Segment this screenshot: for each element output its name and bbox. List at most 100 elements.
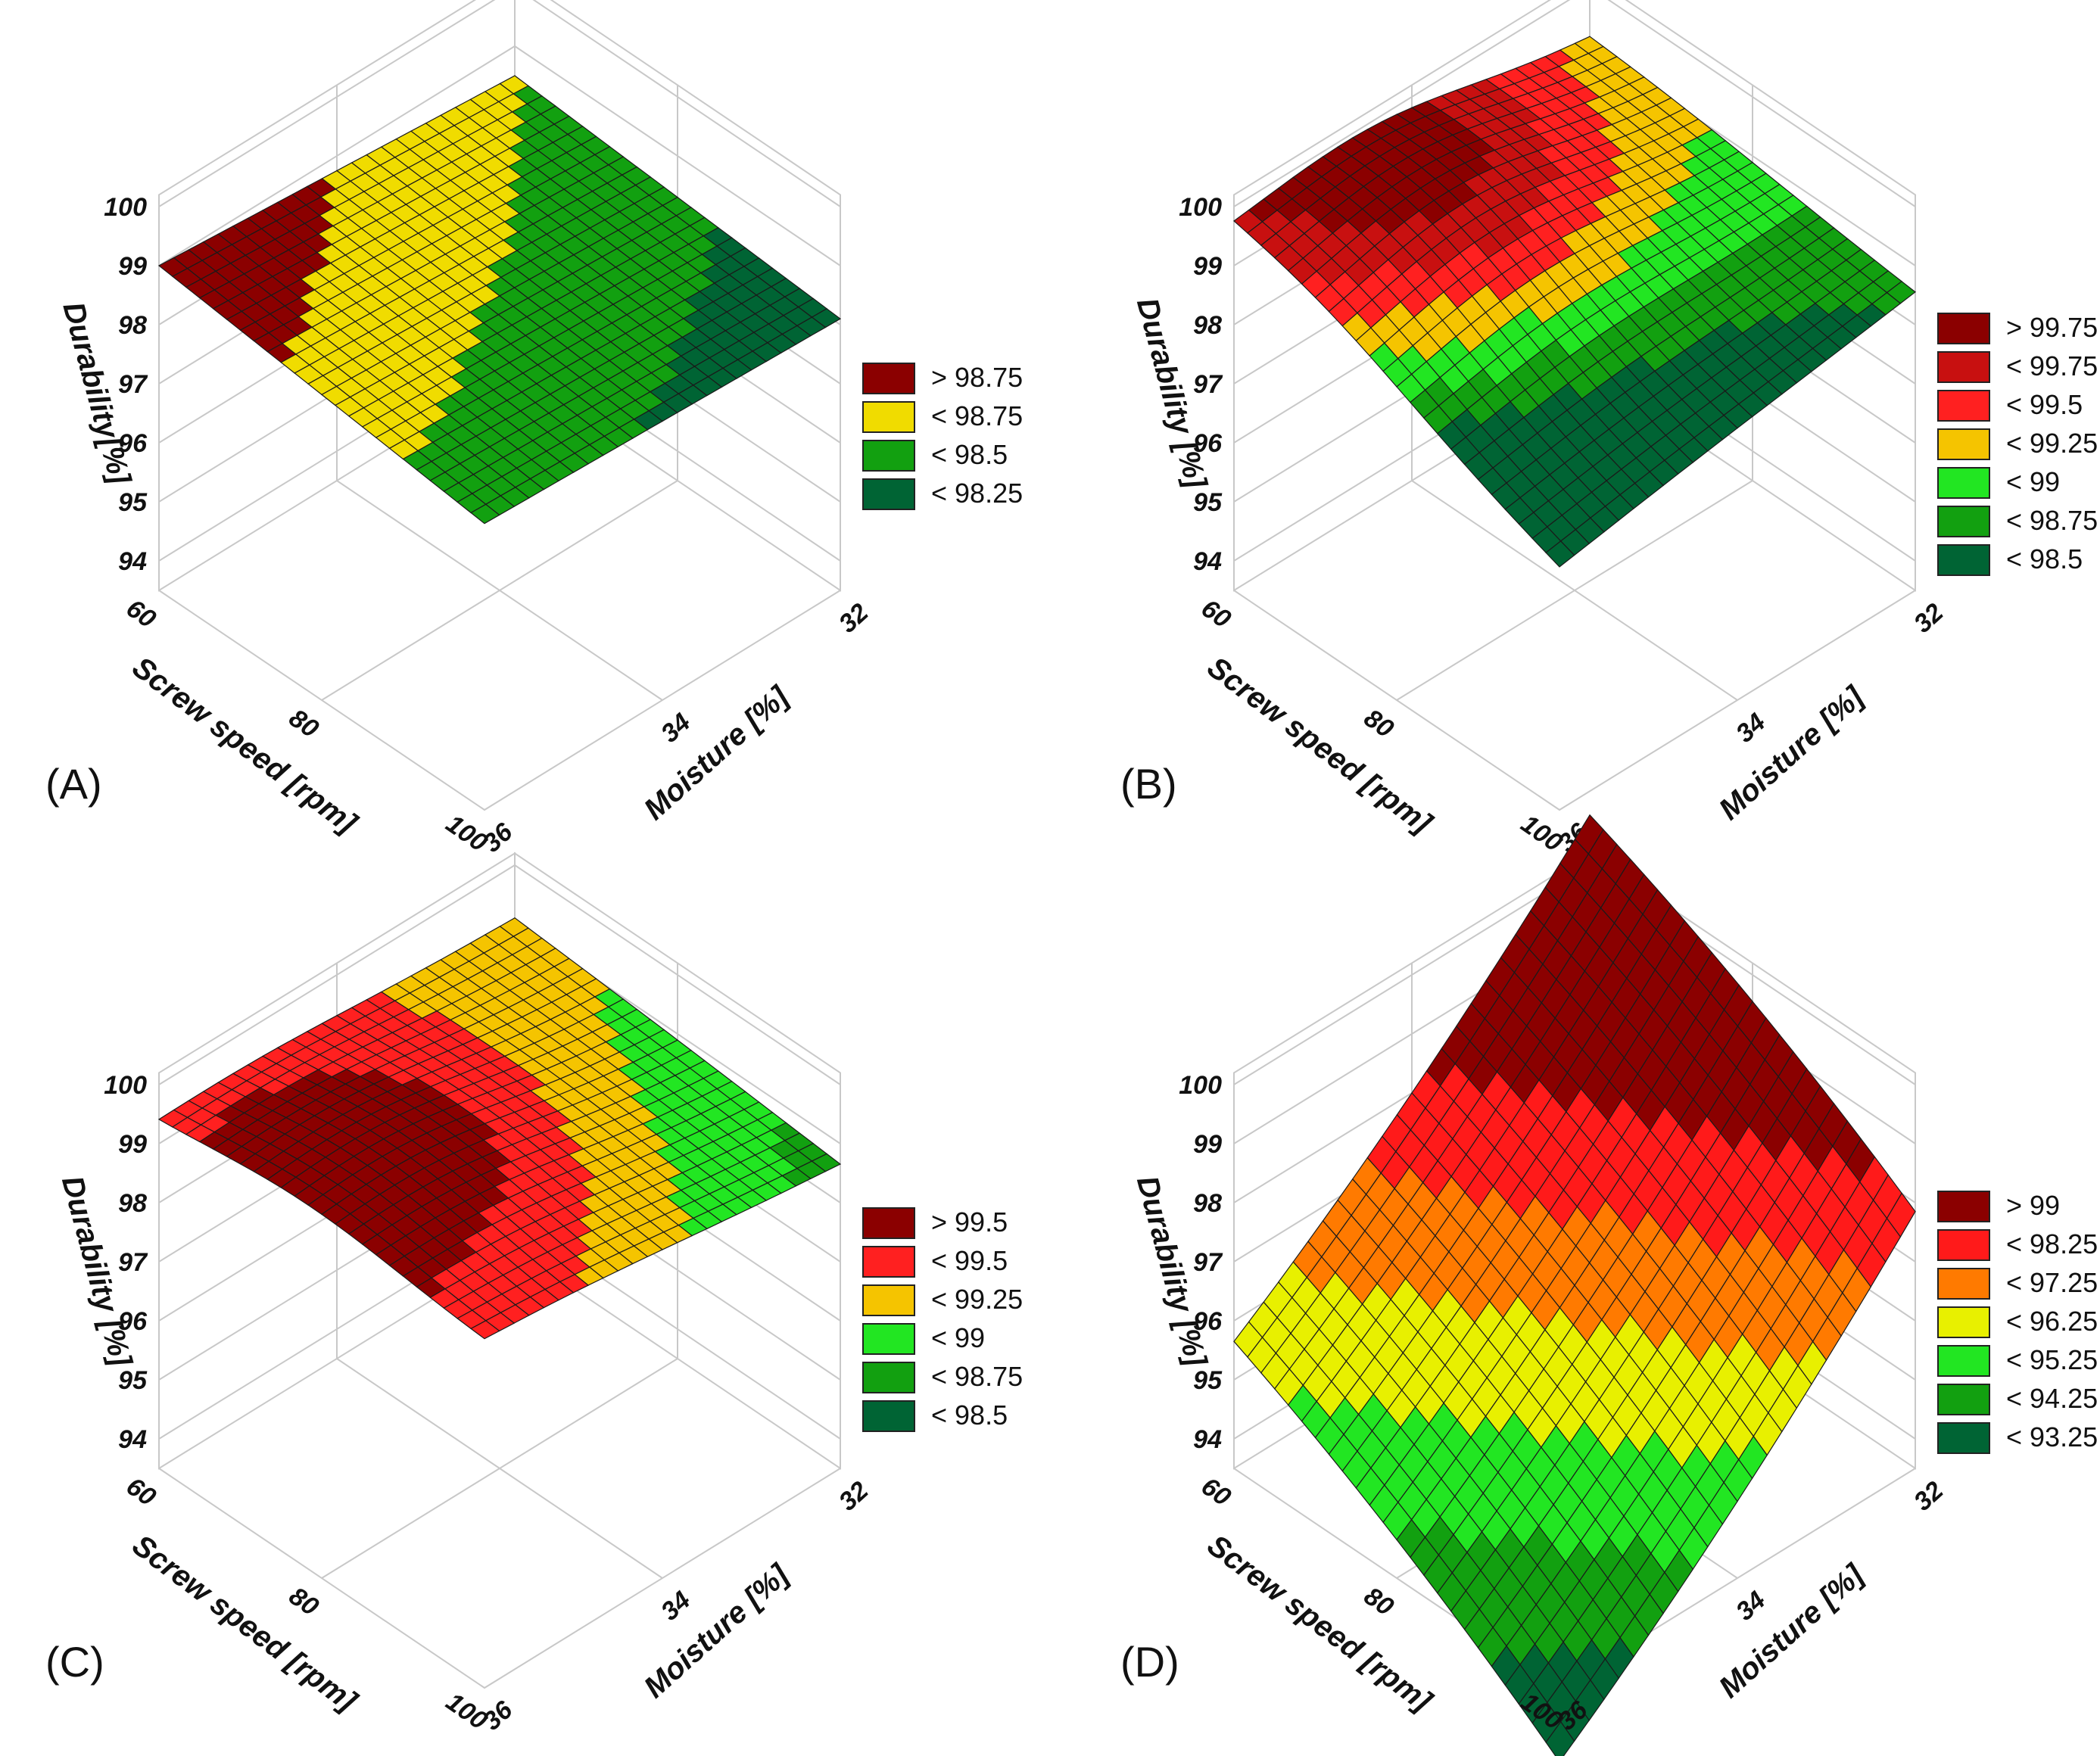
- legend-swatch: [1937, 390, 1990, 422]
- z-tick-label: 94: [118, 547, 147, 576]
- legend-swatch: [1937, 1229, 1990, 1261]
- legend-label: < 98.25: [2006, 1228, 2098, 1259]
- legend-swatch: [1937, 506, 1990, 537]
- surface-cell: [1545, 1720, 1575, 1756]
- z-tick-label: 95: [118, 488, 148, 517]
- z-tick-label: 94: [1193, 547, 1222, 576]
- legend-swatch: [862, 478, 915, 510]
- legend-swatch: [862, 1207, 915, 1239]
- z-tick-label: 95: [118, 1366, 148, 1395]
- y-tick-label: 34: [656, 1586, 696, 1627]
- z-tick-label: 96: [1193, 1307, 1223, 1336]
- legend-swatch: [862, 401, 915, 433]
- y-tick-label: 32: [1908, 1476, 1949, 1517]
- x-tick-label: 80: [1359, 1582, 1399, 1622]
- y-tick-label: 32: [1908, 598, 1949, 639]
- legend-swatch: [1937, 351, 1990, 383]
- y-tick-label: 34: [1731, 1586, 1771, 1627]
- z-tick-label: 96: [1193, 429, 1223, 458]
- legend-swatch: [1937, 1422, 1990, 1454]
- z-tick-label: 98: [1193, 1189, 1222, 1218]
- legend: > 99 < 98.25 < 97.25 < 96.25 < 95.25 < 94.25 <…: [1937, 1190, 2098, 1454]
- legend: > 99.5 < 99.5 < 99.25 < 99 < 98.75 < 98.5: [862, 1206, 1023, 1432]
- legend-label: > 98.75: [931, 362, 1023, 393]
- legend-label: < 98.75: [931, 1361, 1023, 1392]
- z-tick-label: 100: [1179, 1071, 1222, 1100]
- legend-label: > 99.5: [931, 1206, 1008, 1238]
- y-tick-label: 34: [1731, 708, 1771, 749]
- z-tick-label: 96: [118, 1307, 148, 1336]
- z-tick-label: 94: [1193, 1425, 1222, 1454]
- z-ticks: 94 95 96 97 98 99 100: [104, 193, 148, 576]
- y-tick-label: 36: [478, 1695, 519, 1736]
- legend: > 99.75 < 99.75 < 99.5 < 99.25 < 99 < 98.75 < …: [1937, 312, 2098, 576]
- panel-label: (C): [45, 1638, 104, 1686]
- legend-label: > 99.75: [2006, 312, 2098, 343]
- legend-label: < 99.75: [2006, 350, 2098, 381]
- floor-edges: [158, 590, 841, 811]
- z-tick-label: 96: [118, 429, 148, 458]
- z-tick-label: 99: [1193, 1130, 1222, 1159]
- legend-label: < 99.5: [2006, 389, 2083, 420]
- surface-cell: [469, 1320, 500, 1340]
- legend-swatch: [1937, 544, 1990, 576]
- z-gridline: [158, 0, 841, 207]
- floor-edges: [158, 1468, 841, 1689]
- legend-label: < 97.25: [2006, 1267, 2098, 1298]
- z-tick-label: 97: [1193, 1248, 1223, 1277]
- y-ticks: 32 34 36: [478, 598, 874, 858]
- legend-label: < 99: [931, 1322, 985, 1353]
- x-tick-label: 80: [1359, 704, 1399, 744]
- y-tick-label: 32: [833, 1476, 874, 1517]
- z-ticks: 94 95 96 97 98 99 100: [104, 1071, 148, 1454]
- surface: [1233, 814, 1916, 1756]
- floor-edges: [1233, 590, 1916, 811]
- surface: [157, 75, 842, 525]
- floor-grid: [1411, 480, 1738, 701]
- z-tick-label: 97: [118, 1248, 148, 1277]
- z-tick-label: 98: [118, 1189, 147, 1218]
- floor-grid: [336, 480, 663, 701]
- z-tick-label: 100: [104, 1071, 147, 1100]
- legend-label: < 99.5: [931, 1245, 1008, 1276]
- legend-swatch: [1937, 313, 1990, 344]
- x-tick-label: 60: [121, 594, 161, 634]
- legend-label: < 94.25: [2006, 1383, 2098, 1414]
- legend-label: < 98.5: [931, 1400, 1008, 1431]
- legend-label: < 96.25: [2006, 1306, 2098, 1337]
- x-tick-label: 60: [121, 1472, 161, 1512]
- x-tick-label: 60: [1196, 594, 1236, 634]
- legend-swatch: [1937, 467, 1990, 499]
- legend-swatch: [1937, 1384, 1990, 1415]
- legend-label: < 99: [2006, 466, 2060, 497]
- legend-label: < 93.25: [2006, 1421, 2098, 1452]
- panel-label: (A): [45, 760, 102, 808]
- z-tick-label: 99: [1193, 252, 1222, 281]
- z-ticks: 94 95 96 97 98 99 100: [1179, 193, 1223, 576]
- y-tick-label: 34: [656, 708, 696, 749]
- panel-label: (D): [1120, 1638, 1179, 1686]
- x-tick-label: 80: [284, 1582, 324, 1622]
- x-axis-title: Screw speed [rpm]: [1201, 1528, 1439, 1719]
- z-tick-label: 100: [1179, 193, 1222, 222]
- z-tick-label: 98: [1193, 311, 1222, 340]
- z-ticks: 94 95 96 97 98 99 100: [1179, 1071, 1223, 1454]
- legend-swatch: [1937, 1306, 1990, 1338]
- y-tick-label: 32: [833, 598, 874, 639]
- legend-label: < 95.25: [2006, 1344, 2098, 1375]
- z-gridline: [158, 864, 841, 1085]
- legend-swatch: [1937, 1268, 1990, 1300]
- x-tick-label: 60: [1196, 1472, 1236, 1512]
- z-tick-label: 99: [118, 252, 147, 281]
- legend-label: < 99.25: [931, 1284, 1023, 1315]
- surface-cell: [470, 503, 500, 525]
- legend-label: > 99: [2006, 1190, 2060, 1221]
- legend-label: < 98.25: [931, 478, 1023, 509]
- y-ticks: 32 34 36: [478, 1476, 874, 1736]
- x-axis-title: Screw speed [rpm]: [126, 650, 364, 841]
